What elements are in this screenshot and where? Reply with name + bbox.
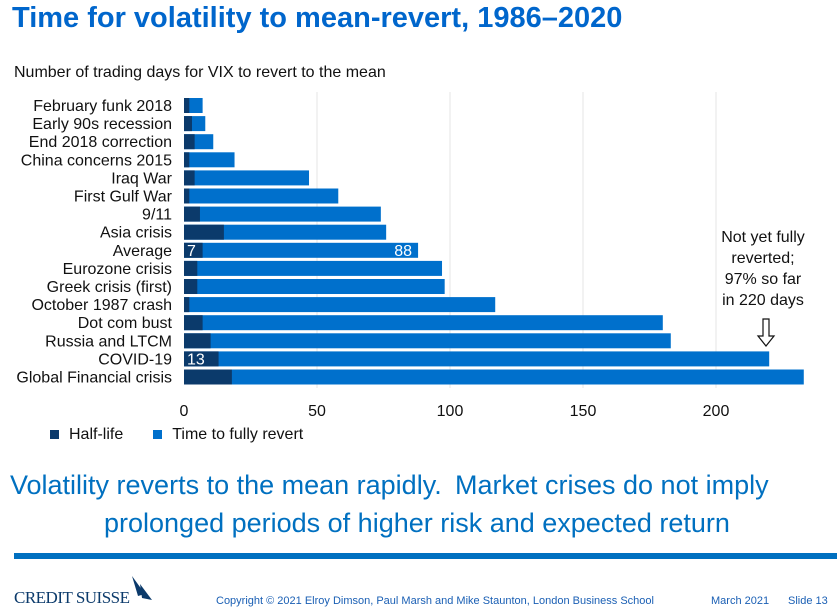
category-label: Eurozone crisis xyxy=(63,261,172,278)
bar-half-life xyxy=(184,351,219,367)
bar-full-revert xyxy=(184,170,310,186)
category-label: COVID-19 xyxy=(98,351,172,368)
bar-full-revert xyxy=(184,224,387,240)
bar-half-life xyxy=(184,116,192,132)
data-label: 13 xyxy=(187,351,205,368)
category-label: End 2018 correction xyxy=(29,134,172,151)
x-tick-label: 100 xyxy=(437,403,464,420)
bar-half-life xyxy=(184,188,190,204)
bar-full-revert xyxy=(184,279,445,294)
bar-half-life xyxy=(184,260,198,276)
legend-full-revert: Time to fully revert xyxy=(153,426,303,444)
bar-half-life xyxy=(184,224,224,240)
legend-half-life: Half-life xyxy=(50,426,123,444)
message-line-3: prolonged periods of higher risk and exp… xyxy=(104,508,730,538)
category-label: Russia and LTCM xyxy=(45,333,172,350)
legend-label: Half-life xyxy=(69,426,124,443)
bar-half-life xyxy=(184,98,190,113)
bar-half-life xyxy=(184,206,200,222)
category-label: Greek crisis (first) xyxy=(47,279,172,296)
legend: Half-life Time to fully revert xyxy=(50,426,303,444)
annotation-text: in 220 days xyxy=(722,292,804,309)
bar-half-life xyxy=(184,333,211,349)
x-tick-label: 0 xyxy=(180,403,189,420)
bar-half-life xyxy=(184,279,198,294)
category-label: First Gulf War xyxy=(74,189,173,206)
category-label: Dot com bust xyxy=(78,315,173,332)
category-label: Asia crisis xyxy=(100,225,172,242)
category-label: Global Financial crisis xyxy=(16,370,172,387)
bar-half-life xyxy=(184,242,203,258)
data-label: 88 xyxy=(394,243,412,260)
bar-full-revert xyxy=(184,333,671,349)
date: March 2021 xyxy=(711,595,770,607)
annotation-text: Not yet fully xyxy=(721,229,805,246)
down-arrow-icon xyxy=(756,318,776,347)
x-tick-label: 150 xyxy=(570,403,597,420)
bar-full-revert xyxy=(184,188,339,204)
bar-full-revert xyxy=(184,242,419,258)
chart-subtitle: Number of trading days for VIX to revert… xyxy=(14,64,386,81)
bar-half-life xyxy=(184,369,232,385)
svg-text:CREDIT SUISSE: CREDIT SUISSE xyxy=(14,588,130,607)
category-label: Early 90s recession xyxy=(32,116,172,133)
bar-full-revert xyxy=(184,152,235,168)
annotation-text: reverted; xyxy=(731,250,794,267)
bar-full-revert xyxy=(184,369,804,385)
legend-swatch xyxy=(50,430,59,439)
divider xyxy=(14,553,837,559)
bar-half-life xyxy=(184,170,195,186)
annotation-text: 97% so far xyxy=(725,271,802,288)
bar-full-revert xyxy=(184,315,663,331)
bar-half-life xyxy=(184,297,190,313)
message-line-2: Market crises do not imply xyxy=(455,470,769,500)
x-tick-label: 200 xyxy=(703,403,730,420)
bar-half-life xyxy=(184,152,190,168)
slide-title: Time for volatility to mean-revert, 1986… xyxy=(12,2,623,34)
category-label: February funk 2018 xyxy=(33,98,172,115)
credit-suisse-logo: CREDIT SUISSE xyxy=(14,576,152,607)
category-label: Average xyxy=(113,243,172,260)
x-tick-label: 50 xyxy=(308,403,326,420)
bar-full-revert xyxy=(184,260,443,276)
category-label: October 1987 crash xyxy=(31,297,172,314)
message-line-1: Volatility reverts to the mean rapidly. xyxy=(10,470,442,500)
slide-number: Slide 13 xyxy=(788,595,828,607)
legend-label: Time to fully revert xyxy=(172,426,304,443)
bar-full-revert xyxy=(184,206,381,222)
bar-full-revert xyxy=(184,297,496,313)
bar-half-life xyxy=(184,315,203,331)
category-label: Iraq War xyxy=(111,170,172,187)
legend-swatch xyxy=(153,430,163,439)
category-label: China concerns 2015 xyxy=(21,152,172,169)
bar-full-revert xyxy=(184,351,770,367)
data-label: 7 xyxy=(187,243,196,260)
copyright: Copyright © 2021 Elroy Dimson, Paul Mars… xyxy=(216,595,654,607)
category-label: 9/11 xyxy=(142,207,172,224)
bar-half-life xyxy=(184,134,195,150)
